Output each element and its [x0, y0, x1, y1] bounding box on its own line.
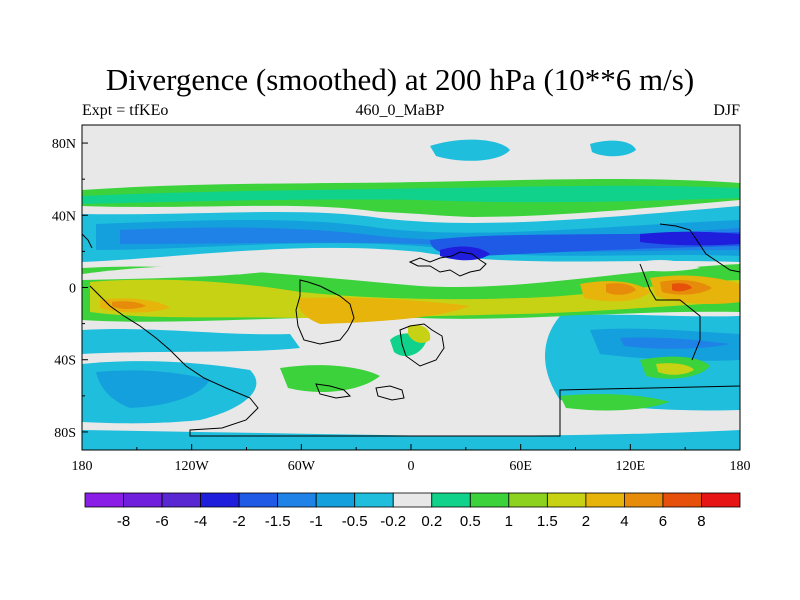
- contour-band: [656, 363, 694, 375]
- colorbar-label: 8: [697, 513, 705, 530]
- plot-title: Divergence (smoothed) at 200 hPa (10**6 …: [105, 62, 695, 97]
- coastline: [408, 251, 487, 277]
- colorbar-swatch: [238, 492, 279, 508]
- latitude-axis: 80N 40N 0 40S 80S: [52, 137, 88, 441]
- coastline: [375, 385, 405, 401]
- x-tick-label: 0: [408, 459, 415, 474]
- coastline: [315, 383, 352, 399]
- colorbar-label: -4: [194, 513, 207, 530]
- colorbar-swatch: [161, 492, 201, 508]
- coastline: [659, 223, 741, 273]
- contour-band: [112, 301, 146, 309]
- season-label: DJF: [713, 102, 740, 119]
- y-tick-label: 0: [69, 282, 76, 297]
- colorbar-label: -0.2: [380, 513, 406, 530]
- colorbar-swatch: [277, 492, 317, 508]
- contour-band: [640, 231, 740, 246]
- coastline: [295, 279, 355, 345]
- colorbar-swatch: [84, 492, 124, 508]
- colorbar-label: 4: [620, 513, 628, 530]
- colorbar-label: -6: [155, 513, 168, 530]
- colorbar-label: -2: [232, 513, 245, 530]
- colorbar-swatch: [662, 492, 702, 508]
- y-tick-label: 80N: [52, 137, 76, 152]
- colorbar-label: 1: [505, 513, 513, 530]
- contour-band: [590, 140, 636, 157]
- contour-band: [560, 394, 670, 411]
- colorbar-swatch: [701, 492, 741, 508]
- colorbar-swatch: [315, 492, 356, 508]
- contour-band: [640, 260, 700, 272]
- colorbar-label: 2: [582, 513, 590, 530]
- colorbar-label: 0.2: [421, 513, 442, 530]
- contour-band: [408, 324, 431, 343]
- coastline: [399, 323, 445, 367]
- x-tick-label: 120W: [175, 459, 210, 474]
- colorbar-label: -8: [117, 513, 130, 530]
- y-tick-label: 40S: [54, 354, 76, 369]
- contour-band: [620, 337, 730, 349]
- colorbar-label: 0.5: [460, 513, 481, 530]
- contour-band: [82, 185, 740, 204]
- colorbar-swatch: [431, 492, 471, 508]
- contour-band: [672, 283, 692, 292]
- colorbar-swatch: [200, 492, 240, 508]
- contour-band: [82, 200, 740, 223]
- colorbar-swatch: [585, 492, 625, 508]
- colorbar-swatch: [624, 492, 664, 508]
- colorbar-label: 6: [659, 513, 667, 530]
- contour-band: [96, 370, 210, 408]
- contour-band: [298, 297, 470, 324]
- colorbar-label: -0.5: [342, 513, 368, 530]
- colorbar-swatch: [469, 492, 510, 508]
- coastline: [89, 285, 741, 437]
- colorbar-swatch: [392, 492, 433, 508]
- divergence-field: [82, 139, 740, 450]
- y-tick-label: 80S: [54, 426, 76, 441]
- x-tick-label: 60W: [288, 459, 316, 474]
- x-tick-label: 60E: [509, 459, 532, 474]
- contour-band: [430, 139, 510, 161]
- coastline: [639, 263, 701, 361]
- x-tick-label: 180: [730, 459, 751, 474]
- colorbar-swatch: [508, 492, 548, 508]
- coastlines: [81, 223, 741, 437]
- x-tick-label: 180: [72, 459, 93, 474]
- colorbar-swatch: [546, 492, 587, 508]
- y-tick-label: 40N: [52, 209, 76, 224]
- contour-band: [82, 430, 740, 450]
- colorbar-swatch: [123, 492, 163, 508]
- colorbar-label: 1.5: [537, 513, 558, 530]
- colorbar-label: -1: [310, 513, 323, 530]
- longitude-axis: 180 120W 60W 0 60E 120E 180: [72, 444, 751, 474]
- colorbar-swatch: [354, 492, 394, 508]
- contour-band: [606, 283, 636, 295]
- coastline: [81, 233, 93, 249]
- contour-band: [280, 365, 380, 392]
- contour-band: [90, 279, 740, 318]
- run-label: 460_0_MaBP: [355, 102, 445, 119]
- x-tick-label: 120E: [616, 459, 646, 474]
- colorbar: -8 -6 -4 -2 -1.5 -1 -0.5 -0.2 0.2 0.5 1 1.5 2 4 6 8: [84, 492, 741, 530]
- map-panel: [81, 124, 741, 451]
- contour-band: [82, 329, 300, 354]
- colorbar-label: -1.5: [265, 513, 291, 530]
- contour-band: [82, 265, 280, 280]
- contour-band: [440, 246, 490, 261]
- experiment-label: Expt = tfKEo: [82, 102, 169, 119]
